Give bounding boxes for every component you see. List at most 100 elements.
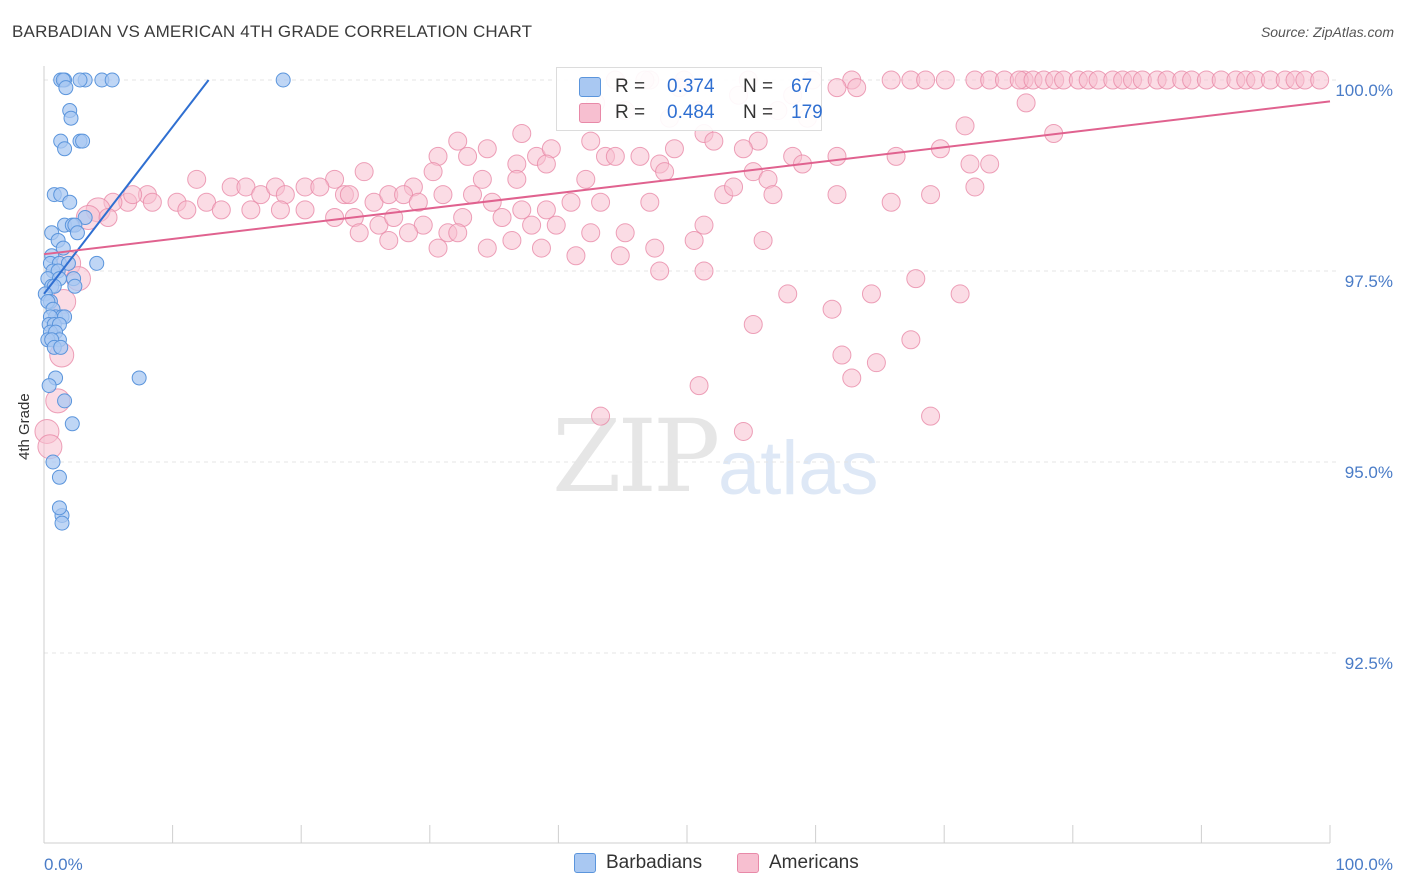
- barbadians-point: [58, 80, 74, 96]
- barbadians-swatch: [579, 77, 601, 97]
- legend-label-americans: Americans: [769, 852, 859, 873]
- americans-point: [591, 192, 611, 212]
- americans-point: [827, 78, 847, 98]
- grid-layer: [44, 79, 1340, 654]
- x-tick-label: 100.0%: [1335, 855, 1393, 874]
- americans-point: [98, 208, 118, 228]
- americans-point: [906, 269, 926, 289]
- americans-point: [980, 154, 1000, 174]
- americans-point: [778, 284, 798, 304]
- americans-point: [955, 116, 975, 136]
- americans-point: [251, 185, 271, 205]
- americans-point: [339, 185, 359, 205]
- americans-point: [704, 131, 724, 151]
- barbadians-point: [51, 500, 67, 516]
- americans-point: [536, 200, 556, 220]
- tick-labels: 92.5% 95.0% 97.5% 100.0% 0.0% 100.0%: [44, 81, 1393, 874]
- americans-point: [935, 70, 955, 90]
- americans-point: [197, 192, 217, 212]
- americans-point: [211, 200, 231, 220]
- barbadians-trend-line: [43, 79, 210, 295]
- americans-point: [536, 154, 556, 174]
- legend-n-label: N =: [743, 102, 774, 123]
- watermark-zip: ZIP: [552, 398, 720, 515]
- y-tick-label: 97.5%: [1345, 272, 1393, 291]
- americans-point: [630, 146, 650, 166]
- americans-point: [413, 215, 433, 235]
- americans-point: [950, 284, 970, 304]
- americans-point: [832, 345, 852, 365]
- americans-point: [1016, 93, 1036, 113]
- americans-point: [886, 146, 906, 166]
- americans-point: [423, 162, 443, 182]
- americans-point: [916, 70, 936, 90]
- americans-point: [477, 238, 497, 258]
- barbadians-point: [104, 72, 120, 88]
- legend-n-value: 67: [791, 76, 813, 97]
- americans-point: [664, 139, 684, 159]
- y-tick-label: 95.0%: [1345, 463, 1393, 482]
- americans-point: [921, 185, 941, 205]
- americans-point: [502, 230, 522, 250]
- source-credit: Source: ZipAtlas.com: [1260, 24, 1394, 40]
- barbadians-swatch: [574, 853, 596, 873]
- americans-point: [394, 185, 414, 205]
- americans-point: [861, 284, 881, 304]
- americans-point: [645, 238, 665, 258]
- americans-point: [610, 246, 630, 266]
- barbadians-point: [53, 339, 69, 355]
- legend-r-value: 0.374: [667, 76, 715, 97]
- barbadians-point: [69, 225, 85, 241]
- americans-point: [1310, 70, 1330, 90]
- legend-r-value: 0.484: [667, 102, 715, 123]
- trend-lines: [43, 79, 1331, 295]
- americans-point: [236, 177, 256, 197]
- americans-point: [847, 78, 867, 98]
- americans-point: [684, 230, 704, 250]
- americans-point: [748, 131, 768, 151]
- legend-row-barbadians: R = 0.374 N = 67: [579, 76, 812, 98]
- legend-n-value: 179: [791, 102, 823, 123]
- americans-point: [531, 238, 551, 258]
- americans-point: [142, 192, 162, 212]
- americans-point: [472, 169, 492, 189]
- chart-title: BARBADIAN VS AMERICAN 4TH GRADE CORRELAT…: [12, 22, 533, 41]
- americans-point: [763, 185, 783, 205]
- barbadians-point: [45, 454, 61, 470]
- americans-point: [561, 192, 581, 212]
- americans-point: [743, 314, 763, 334]
- americans-point: [576, 169, 596, 189]
- americans-point: [463, 185, 483, 205]
- legend-row-americans: R = 0.484 N = 179: [579, 102, 823, 124]
- americans-point: [507, 169, 527, 189]
- americans-point: [325, 169, 345, 189]
- barbadians-point: [51, 469, 67, 485]
- americans-point: [522, 215, 542, 235]
- barbadians-point: [72, 72, 88, 88]
- barbadians-point: [63, 110, 79, 126]
- americans-point: [694, 261, 714, 281]
- legend-r-label: R =: [615, 76, 646, 97]
- barbadians-point: [64, 416, 80, 432]
- americans-point: [881, 192, 901, 212]
- americans-point: [349, 223, 369, 243]
- americans-point: [123, 185, 143, 205]
- barbadians-point: [89, 255, 105, 271]
- americans-point: [458, 146, 478, 166]
- legend-item-americans[interactable]: Americans: [737, 852, 859, 874]
- y-tick-label: 100.0%: [1335, 81, 1393, 100]
- x-tick-label: 0.0%: [44, 855, 83, 874]
- americans-point: [605, 146, 625, 166]
- legend-item-barbadians[interactable]: Barbadians: [574, 852, 702, 874]
- americans-point: [270, 200, 290, 220]
- barbadians-points: [37, 72, 291, 531]
- americans-point: [591, 406, 611, 426]
- americans-point: [241, 200, 261, 220]
- series-legend: Barbadians Americans: [0, 852, 1406, 878]
- americans-point: [354, 162, 374, 182]
- americans-point: [448, 223, 468, 243]
- americans-point: [37, 434, 63, 460]
- legend-n-label: N =: [743, 76, 774, 97]
- americans-trend-line: [43, 100, 1331, 256]
- americans-point: [724, 177, 744, 197]
